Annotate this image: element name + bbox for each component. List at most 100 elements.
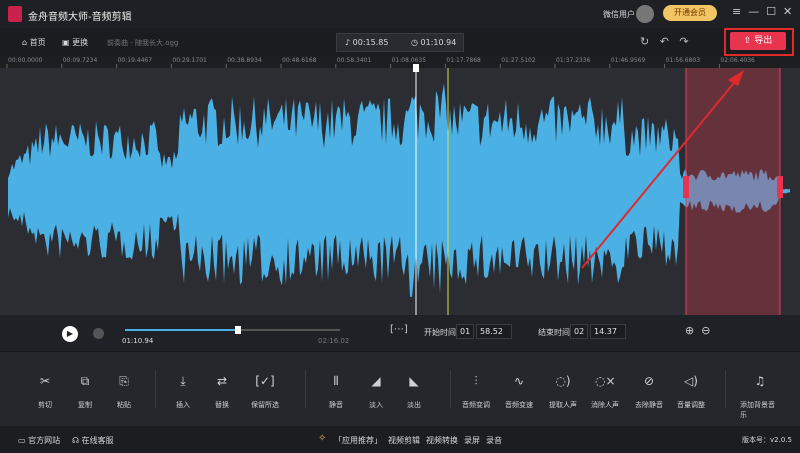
ruler-label: 00:29.1701 [172,57,207,64]
ruler-label: 00:38.8934 [227,57,262,64]
tool-icon[interactable]: ⤓ [180,374,186,388]
version: 版本号：v2.0.5 [742,436,792,444]
total-duration-text: 01:10.94 [420,38,457,47]
waveform-panel: 00:00.0000 00:09.7234 00:19.4467 00:29.1701… [0,56,800,315]
tool-separator [155,370,156,408]
selection-region[interactable] [686,68,780,315]
tool-icon[interactable]: ◌) [555,374,571,388]
footer: ▭ 官方网站 ☊ 在线客服 ✧ 「应用推荐」 视频剪辑 视频转换 录屏 录音 版本号：… [0,426,800,453]
tool-icon[interactable]: [✓] [255,374,275,388]
app-link[interactable]: 录屏 [464,436,480,445]
start-min[interactable]: 01 [456,324,475,339]
ruler-label: 02:06.4036 [720,57,755,64]
tool-separator [305,370,306,408]
tool-label[interactable]: 剪切 [38,401,52,409]
website-link[interactable]: ▭ 官方网站 [18,436,61,445]
play-button[interactable]: ▶ [62,326,78,342]
recommend-icon: ✧ [318,433,327,444]
fit-button[interactable]: [⋯] [390,324,408,335]
tool-separator [725,370,726,408]
tool-label[interactable]: 复制 [78,401,92,409]
tool-icon[interactable]: ∿ [513,374,525,388]
tool-icon[interactable]: ✂ [39,374,51,388]
playhead-handle[interactable] [413,64,419,72]
start-label: 开始时间 [424,328,456,337]
selection-handle[interactable] [777,176,783,198]
tool-label[interactable]: 插入 [176,401,190,409]
total-duration: ◷ 01:10.94 [411,38,457,47]
service-link[interactable]: ☊ 在线客服 [72,436,114,445]
waveform [8,83,790,297]
home-button[interactable]: ⌂ 首页 [22,38,46,47]
ruler-label: 01:17.7868 [446,57,481,64]
selection-length-text: 00:15.85 [352,38,389,47]
export-label: 导出 [754,36,773,46]
ruler-label: 00:58.3401 [337,57,372,64]
tool-label[interactable]: 淡出 [407,401,421,409]
export-highlight [724,28,794,56]
end-label: 结束时间 [538,328,570,337]
player-bar: ▶ 01:10.94 02:16.02 [⋯] 开始时间 01 58.52 结束… [0,315,800,351]
ruler-label: 01:37.2336 [556,57,591,64]
ruler-label: 01:56.6803 [666,57,701,64]
app-links: 视频剪辑 视频转换 录屏 录音 [388,435,508,446]
toolbar: ⌂ 首页 ▣ 更换 前奏曲 - 随我长大.ogg ♪ 00:15.85 ◷ 01… [0,28,800,56]
app-link[interactable]: 视频转换 [426,436,458,445]
tool-icon[interactable]: ◁) [684,374,698,388]
window-title: 金舟音频大师-音频剪辑 [28,12,132,23]
annotation-arrowhead [728,70,744,86]
history-buttons[interactable]: ↻ ↶ ↷ [640,35,689,48]
stop-button[interactable] [93,328,104,339]
ruler [0,56,800,68]
time-box: ♪ 00:15.85 ◷ 01:10.94 [336,33,464,52]
tool-icon[interactable]: ⦀ [333,374,339,388]
service-text: 在线客服 [81,436,114,445]
start-sec[interactable]: 58.52 [476,324,512,339]
tool-icon[interactable]: ⊘ [643,374,655,388]
current-time: 01:10.94 [122,337,154,345]
tool-label[interactable]: 音频变调 [462,401,490,409]
end-min[interactable]: 02 [570,324,589,339]
end-sec[interactable]: 14.37 [590,324,626,339]
tool-icon[interactable]: ⫶ [474,374,478,388]
tool-label[interactable]: 音频变速 [505,401,533,409]
home-label: 首页 [29,38,46,47]
tool-label[interactable]: 消除人声 [591,401,619,409]
ruler-label: 01:27.5102 [501,57,536,64]
tool-icon[interactable]: ⧉ [80,374,90,388]
tool-icon[interactable]: ⇄ [216,374,228,388]
user-name: 微信用户 [603,10,635,19]
tool-icon[interactable]: ◌× [595,374,616,388]
vip-button[interactable]: 开通会员 [663,5,717,21]
ruler-label: 00:00.0000 [8,57,43,64]
ruler-label: 00:09.7234 [63,57,98,64]
progress-thumb[interactable] [235,326,241,334]
tool-panel: ✂ 剪切 ⧉ 复制 ⎘ 粘贴 ⤓ 插入 ⇄ 替换 [✓] 保留所选 ⦀ 静音 ◢ 淡入 ◣ 淡出 ⫶ 音频变调 ∿ 音频变… [0,351,800,427]
recommend-label: 「应用推荐」 [334,436,382,445]
tool-label[interactable]: 淡入 [369,401,383,409]
tool-label[interactable]: 提取人声 [549,401,577,409]
replace-button[interactable]: ▣ 更换 [62,38,89,47]
ruler-label: 00:48.6168 [282,57,317,64]
window-controls[interactable]: ≡ — ☐ ✕ [732,5,793,18]
file-name: 前奏曲 - 随我长大.ogg [107,39,179,47]
website-text: 官方网站 [28,436,61,445]
export-button[interactable]: ⇧ 导出 [730,32,786,50]
tool-label[interactable]: 保留所选 [251,401,279,409]
tool-label[interactable]: 音量调整 [677,401,705,409]
tool-icon[interactable]: ♫ [754,374,766,388]
zoom-buttons[interactable]: ⊕ ⊖ [685,324,711,337]
tool-label[interactable]: 去除静音 [635,401,663,409]
tool-label[interactable]: 静音 [329,401,343,409]
replace-label: 更换 [72,38,89,47]
avatar[interactable] [636,5,654,23]
tool-icon[interactable]: ⎘ [119,374,129,388]
tool-icon[interactable]: ◣ [409,374,419,388]
tool-icon[interactable]: ◢ [371,374,381,388]
selection-handle[interactable] [683,176,689,198]
tool-label[interactable]: 粘贴 [117,401,131,409]
tool-label[interactable]: 替换 [215,401,229,409]
app-link[interactable]: 录音 [486,436,502,445]
app-link[interactable]: 视频剪辑 [388,436,420,445]
tool-label[interactable]: 添加背景音乐 [740,401,775,419]
